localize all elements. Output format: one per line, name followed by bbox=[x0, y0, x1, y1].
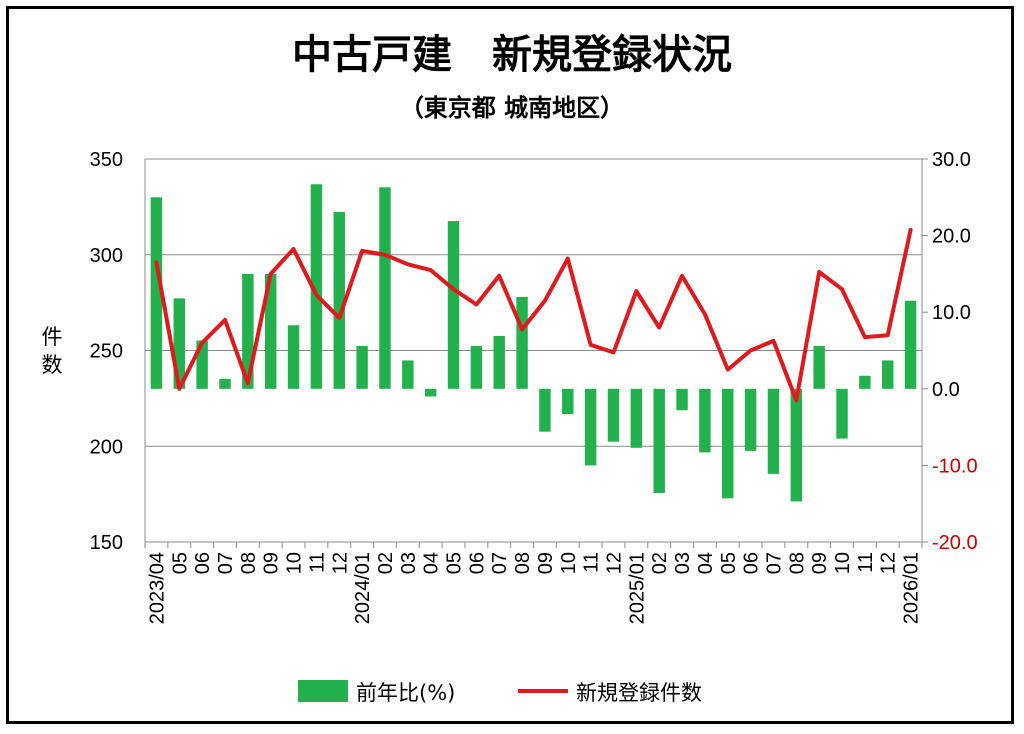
bar-18 bbox=[562, 388, 574, 415]
chart-subtitle: （東京都 城南地区） bbox=[400, 94, 624, 122]
bar-26 bbox=[744, 388, 757, 451]
bar-33 bbox=[904, 300, 917, 389]
x-tick-label-29: 09 bbox=[809, 552, 831, 574]
bar-9 bbox=[356, 345, 368, 389]
x-tick-label-8: 12 bbox=[329, 552, 351, 574]
x-tick-label-15: 07 bbox=[489, 552, 511, 574]
bar-12 bbox=[424, 388, 437, 397]
left-axis-ticks: 150 200 250 300 350 bbox=[90, 149, 123, 554]
bar-25 bbox=[722, 388, 734, 499]
y-axis-title: 件 数 bbox=[42, 325, 63, 377]
x-tick-label-10: 02 bbox=[375, 552, 397, 574]
axes bbox=[144, 158, 928, 548]
chart-title: 中古戸建 新規登録状況 bbox=[292, 32, 732, 78]
x-tick-label-28: 08 bbox=[786, 552, 808, 574]
x-tick-label-13: 05 bbox=[444, 552, 466, 574]
x-tick-label-32: 12 bbox=[878, 552, 900, 574]
left-tick-label-1: 200 bbox=[90, 436, 123, 458]
bar-16 bbox=[516, 296, 528, 389]
x-tick-label-12: 04 bbox=[421, 552, 443, 574]
bar-28 bbox=[790, 388, 803, 502]
x-tick-label-31: 11 bbox=[855, 552, 877, 573]
right-tick-label-0: -20.0 bbox=[932, 532, 978, 554]
x-tick-label-23: 03 bbox=[672, 552, 694, 574]
x-tick-label-14: 06 bbox=[466, 552, 488, 574]
bar-11 bbox=[402, 360, 414, 389]
x-tick-label-2: 06 bbox=[192, 552, 214, 574]
x-tick-label-5: 09 bbox=[261, 552, 283, 574]
right-tick-label-2: 0.0 bbox=[932, 379, 960, 401]
x-tick-label-20: 12 bbox=[603, 552, 625, 574]
x-tick-label-9: 2024/01 bbox=[352, 552, 374, 624]
bar-23 bbox=[676, 388, 688, 411]
bar-7 bbox=[310, 184, 323, 389]
x-tick-label-30: 10 bbox=[832, 552, 854, 574]
bar-0 bbox=[150, 197, 163, 389]
x-tick-label-17: 09 bbox=[535, 552, 557, 574]
x-tick-label-26: 06 bbox=[741, 552, 763, 574]
right-tick-label-3: 10.0 bbox=[932, 302, 971, 324]
bar-30 bbox=[836, 388, 848, 439]
x-tick-label-18: 10 bbox=[558, 552, 580, 574]
bar-17 bbox=[539, 388, 551, 432]
x-tick-label-24: 04 bbox=[695, 552, 717, 574]
bar-20 bbox=[607, 388, 620, 442]
x-tick-label-1: 05 bbox=[169, 552, 191, 574]
legend: 前年比(%) 新規登録件数 bbox=[298, 680, 702, 705]
bar-5 bbox=[264, 273, 277, 389]
legend-swatch-bar bbox=[298, 680, 348, 702]
x-tick-label-11: 03 bbox=[398, 552, 420, 574]
left-tick-label-0: 150 bbox=[90, 532, 123, 554]
bar-1 bbox=[173, 298, 185, 389]
x-tick-label-6: 10 bbox=[284, 552, 306, 574]
x-axis-ticks: 2023/04 05 06 07 08 09 10 11 12 2024/01 02 03 04 05 06… bbox=[146, 552, 922, 624]
bar-19 bbox=[584, 388, 597, 466]
bar-24 bbox=[699, 388, 711, 453]
left-tick-label-2: 250 bbox=[90, 341, 123, 363]
bar-13 bbox=[447, 221, 460, 389]
bar-22 bbox=[653, 388, 665, 493]
bar-8 bbox=[333, 211, 345, 389]
bar-21 bbox=[630, 388, 643, 448]
bar-4 bbox=[242, 273, 254, 389]
legend-label-bar: 前年比(%) bbox=[356, 681, 455, 705]
bar-15 bbox=[493, 335, 505, 389]
x-tick-label-21: 2025/01 bbox=[626, 552, 648, 624]
right-tick-label-4: 20.0 bbox=[932, 226, 971, 248]
left-tick-label-3: 300 bbox=[90, 245, 123, 267]
bar-3 bbox=[219, 378, 231, 389]
bar-10 bbox=[379, 187, 391, 389]
right-tick-label-1: -10.0 bbox=[932, 455, 978, 477]
bar-series bbox=[150, 184, 917, 502]
y-axis-title-char-1: 件 bbox=[42, 325, 63, 349]
x-tick-label-3: 07 bbox=[215, 552, 237, 574]
series-line bbox=[154, 227, 913, 403]
bar-6 bbox=[287, 325, 300, 389]
right-tick-label-5: 30.0 bbox=[932, 149, 971, 171]
y-axis-title-char-2: 数 bbox=[42, 353, 63, 377]
x-tick-label-25: 05 bbox=[718, 552, 740, 574]
x-tick-label-27: 07 bbox=[763, 552, 785, 574]
x-tick-label-19: 11 bbox=[581, 552, 603, 573]
bar-2 bbox=[196, 340, 208, 389]
left-tick-label-4: 350 bbox=[90, 149, 123, 171]
x-tick-label-16: 08 bbox=[512, 552, 534, 574]
line-series bbox=[154, 227, 913, 403]
bar-27 bbox=[767, 388, 780, 474]
x-tick-label-33: 2026/01 bbox=[901, 552, 923, 624]
x-tick-label-22: 02 bbox=[649, 552, 671, 574]
bar-14 bbox=[470, 345, 483, 389]
x-tick-label-4: 08 bbox=[238, 552, 260, 574]
right-axis-ticks: -20.0 -10.0 0.0 10.0 20.0 30.0 bbox=[932, 149, 978, 554]
bar-31 bbox=[859, 375, 871, 389]
x-tick-label-0: 2023/04 bbox=[146, 552, 168, 624]
bar-29 bbox=[813, 345, 825, 389]
legend-label-line: 新規登録件数 bbox=[576, 681, 702, 705]
bar-32 bbox=[882, 360, 894, 389]
x-tick-label-7: 11 bbox=[306, 552, 328, 573]
